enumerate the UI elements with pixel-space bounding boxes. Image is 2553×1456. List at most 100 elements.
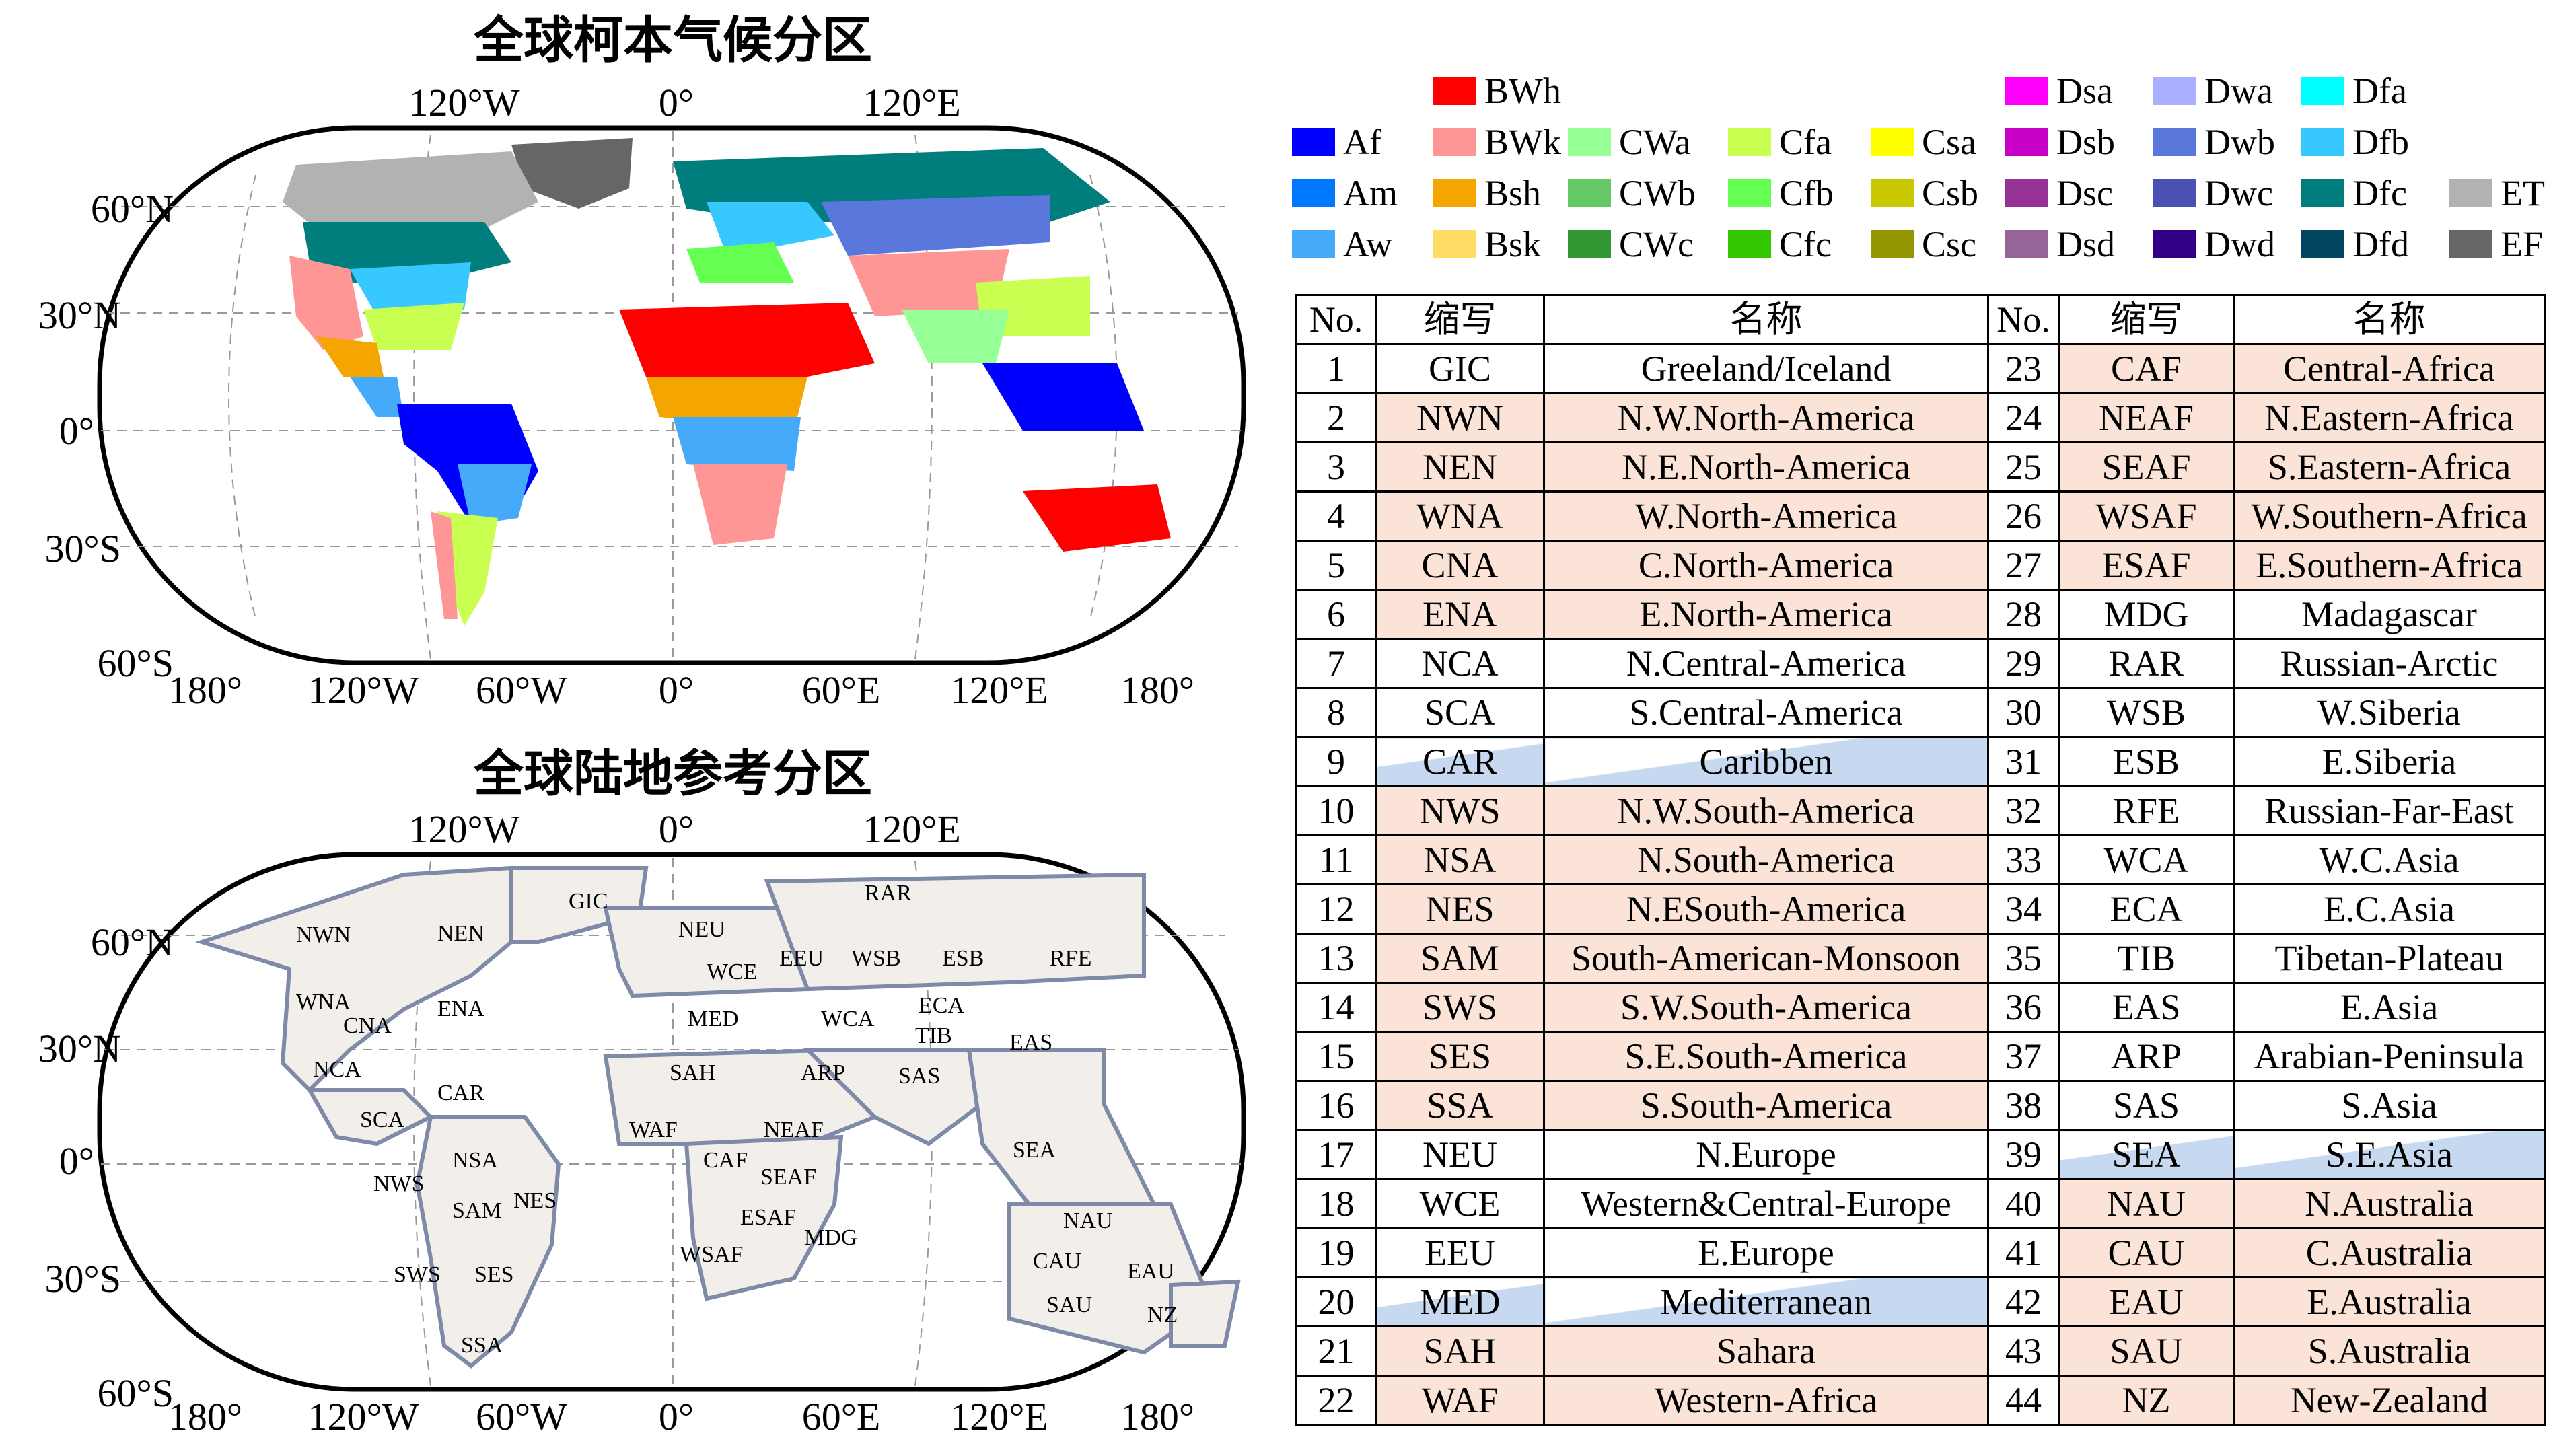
legend-label: Dsd xyxy=(2056,224,2116,264)
cell-name: N.Eastern-Africa xyxy=(2233,392,2546,443)
legend-item-cfa: Cfa xyxy=(1728,118,1832,166)
table-row: 14 SWS S.W.South-America 36 EAS E.Asia xyxy=(1295,982,2546,1033)
cell-no: 19 xyxy=(1295,1227,1377,1278)
cell-abbrev: NAU xyxy=(2058,1178,2235,1229)
legend-swatch xyxy=(2153,230,2196,258)
cell-no: 2 xyxy=(1295,392,1377,443)
cell-no: 31 xyxy=(1987,736,2060,787)
legend-item-aw: Aw xyxy=(1292,221,1392,268)
lat-label: 0° xyxy=(59,409,94,453)
bottom-lon-label: 180° xyxy=(1120,1395,1194,1439)
table-row: 10 NWS N.W.South-America 32 RFE Russian-Far-E… xyxy=(1295,785,2546,836)
cell-name: Central-Africa xyxy=(2233,343,2546,394)
top-lon-label: 120°W xyxy=(409,81,520,124)
cell-name: E.North-America xyxy=(1543,589,1989,640)
cell-name: S.E.South-America xyxy=(1543,1031,1989,1082)
legend-item-ef: EF xyxy=(2449,221,2543,268)
region-label: RFE xyxy=(1050,946,1091,971)
legend-swatch xyxy=(1871,128,1914,156)
region-label: NSA xyxy=(452,1148,498,1173)
legend-item-dsc: Dsc xyxy=(2005,170,2113,217)
cell-no: 8 xyxy=(1295,687,1377,738)
bottom-lon-label: 120°E xyxy=(950,1395,1048,1439)
legend-swatch xyxy=(1728,230,1771,258)
cell-no: 9 xyxy=(1295,736,1377,787)
cell-no: 38 xyxy=(1987,1080,2060,1131)
legend-item-cfc: Cfc xyxy=(1728,221,1832,268)
table-row: 18 WCE Western&Central-Europe 40 NAU N.Austra… xyxy=(1295,1178,2546,1229)
legend-swatch xyxy=(1568,128,1611,156)
cell-abbrev: SEAF xyxy=(2058,441,2235,493)
cell-no: 14 xyxy=(1295,982,1377,1033)
region-label: ECA xyxy=(919,993,964,1018)
col-abbrev-2: 缩写 xyxy=(2058,294,2235,345)
region-label: EAU xyxy=(1127,1259,1174,1284)
cell-abbrev: CAU xyxy=(2058,1227,2235,1278)
bottom-lon-label: 60°E xyxy=(802,1395,881,1439)
region-label: NWS xyxy=(373,1171,425,1196)
bottom-lon-label: 0° xyxy=(659,1395,694,1439)
cell-name: N.Australia xyxy=(2233,1178,2546,1229)
region-label: GIC xyxy=(569,889,608,914)
cell-no: 41 xyxy=(1987,1227,2060,1278)
legend-label: Am xyxy=(1343,173,1398,213)
legend-swatch xyxy=(1433,77,1476,105)
legend-swatch xyxy=(2301,179,2344,207)
cell-abbrev: CNA xyxy=(1375,540,1545,591)
region-label: EAS xyxy=(1009,1030,1052,1055)
table-row: 12 NES N.ESouth-America 34 ECA E.C.Asia xyxy=(1295,883,2546,935)
region-label: WSB xyxy=(851,946,901,971)
cell-no: 30 xyxy=(1987,687,2060,738)
table-row: 3 NEN N.E.North-America 25 SEAF S.Eastern-Afr… xyxy=(1295,441,2546,493)
legend-item-cwa: CWa xyxy=(1568,118,1691,166)
legend-label: Dwc xyxy=(2204,173,2273,213)
region-label: SSA xyxy=(461,1333,503,1358)
legend-item-dsa: Dsa xyxy=(2005,67,2113,114)
legend-swatch xyxy=(1568,230,1611,258)
legend-item-dfb: Dfb xyxy=(2301,118,2409,166)
top-lon-label: 120°E xyxy=(863,807,961,851)
legend-swatch xyxy=(1728,179,1771,207)
table-row: 19 EEU E.Europe 41 CAU C.Australia xyxy=(1295,1227,2546,1278)
cell-abbrev: WSAF xyxy=(2058,490,2235,542)
legend-label: Cfa xyxy=(1779,122,1832,162)
cell-abbrev: ESAF xyxy=(2058,540,2235,591)
region-label: SAM xyxy=(452,1198,502,1223)
legend-swatch xyxy=(1433,230,1476,258)
lat-label: 60°N xyxy=(91,187,174,231)
bottom-lon-label: 120°W xyxy=(308,668,419,712)
cell-no: 22 xyxy=(1295,1375,1377,1426)
legend-label: Dfa xyxy=(2352,71,2407,111)
region-label: ENA xyxy=(437,996,484,1021)
cell-abbrev: CAF xyxy=(2058,343,2235,394)
regions-table: No. 缩写 名称 No. 缩写 名称 1 GIC Greeland/Iceland… xyxy=(1295,294,2546,1426)
cell-abbrev: MDG xyxy=(2058,589,2235,640)
region-label: MDG xyxy=(804,1225,857,1250)
col-name-2: 名称 xyxy=(2233,294,2546,345)
cell-no: 7 xyxy=(1295,638,1377,689)
table-row: 5 CNA C.North-America 27 ESAF E.Southern-Afri… xyxy=(1295,540,2546,591)
cell-abbrev: RAR xyxy=(2058,638,2235,689)
legend-swatch xyxy=(2005,77,2048,105)
region-label: SAU xyxy=(1046,1293,1092,1317)
cell-no: 12 xyxy=(1295,883,1377,935)
legend-item-et: ET xyxy=(2449,170,2545,217)
legend-label: BWk xyxy=(1484,122,1561,162)
cell-no: 23 xyxy=(1987,343,2060,394)
cell-abbrev: WSB xyxy=(2058,687,2235,738)
cell-name: N.ESouth-America xyxy=(1543,883,1989,935)
lat-label: 60°S xyxy=(98,1371,174,1415)
maps-figure: NWN NEN GIC WNA CNA ENA NCA CAR SCA NWS … xyxy=(38,81,1246,1439)
region-label: SWS xyxy=(394,1262,441,1287)
region-label: NEU xyxy=(678,917,725,942)
bottom-lon-label: 120°W xyxy=(308,1395,419,1439)
legend-item-dfd: Dfd xyxy=(2301,221,2409,268)
koppen-land xyxy=(283,138,1171,626)
lat-label: 30°S xyxy=(45,1257,121,1301)
legend-label: CWb xyxy=(1619,173,1696,213)
legend-label: Aw xyxy=(1343,224,1393,264)
koppen-map xyxy=(97,125,1246,665)
legend-item-af: Af xyxy=(1292,118,1381,166)
top-lon-label: 120°W xyxy=(409,807,520,851)
